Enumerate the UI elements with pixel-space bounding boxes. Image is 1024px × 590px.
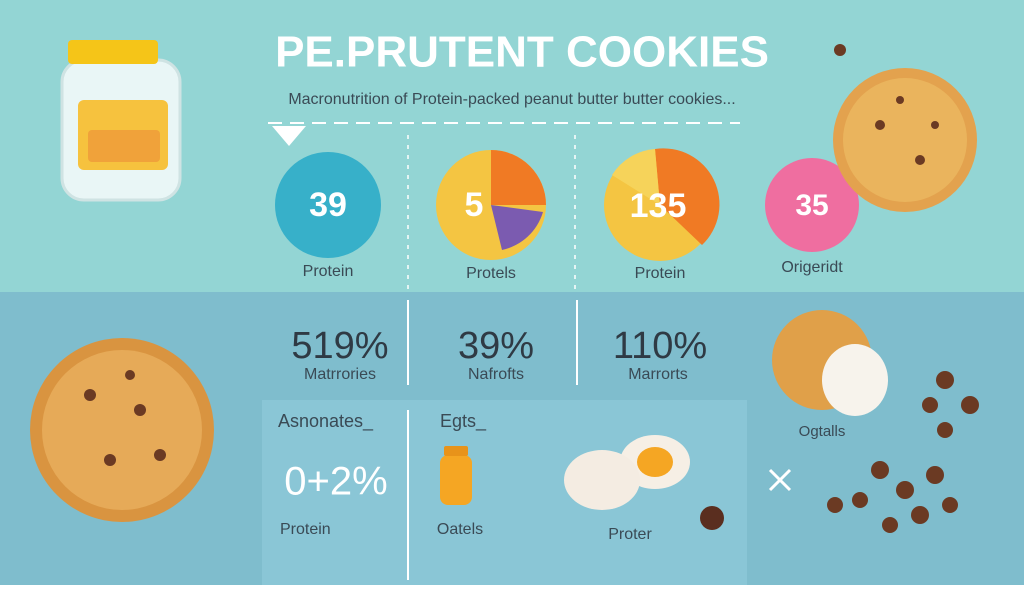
stat-label: Protels [466, 265, 516, 282]
stat-label: Protein [635, 265, 686, 282]
percent-value: 110% [613, 325, 707, 367]
stat-value: 135 [630, 187, 687, 225]
percent-label: Matrrories [304, 366, 376, 383]
cookies [30, 68, 977, 522]
decor-cross [768, 468, 792, 492]
percent-value: 39% [458, 325, 534, 367]
peanut-butter-jar [60, 40, 182, 202]
stat-label: Origeridt [781, 259, 843, 276]
title: PE.PRUTENT COOKIES [275, 28, 769, 77]
panel-heading: Asnonates_ [278, 411, 374, 432]
separators [407, 300, 578, 580]
stat-label: Protein [303, 263, 354, 280]
bottom-panel [262, 400, 747, 585]
pointer [272, 126, 306, 146]
pie-1 [436, 150, 546, 260]
stat-value: 35 [795, 189, 828, 222]
panel-label: Proter [608, 526, 652, 543]
honey-jar [440, 455, 472, 505]
panel-value: 0+2% [284, 460, 387, 504]
stat-value: 39 [309, 186, 347, 224]
eggs [564, 435, 724, 530]
stat-circle [765, 158, 859, 252]
percent-label: Marrorts [628, 366, 688, 383]
panel-label: Protein [280, 521, 331, 538]
percent-label: Nafrofts [468, 366, 524, 383]
stat-value: 5 [465, 186, 484, 224]
stat-circle [275, 152, 381, 258]
subtitle: Macronutrition of Protein-packed peanut … [288, 91, 735, 108]
panel-label: Oatels [437, 521, 483, 538]
pie-2 [604, 148, 720, 261]
side-label: Ogtalls [799, 423, 846, 440]
jar-lid [444, 446, 468, 456]
percent-value: 519% [291, 325, 388, 367]
panel-heading: Egts_ [440, 411, 487, 432]
chips [84, 44, 979, 533]
